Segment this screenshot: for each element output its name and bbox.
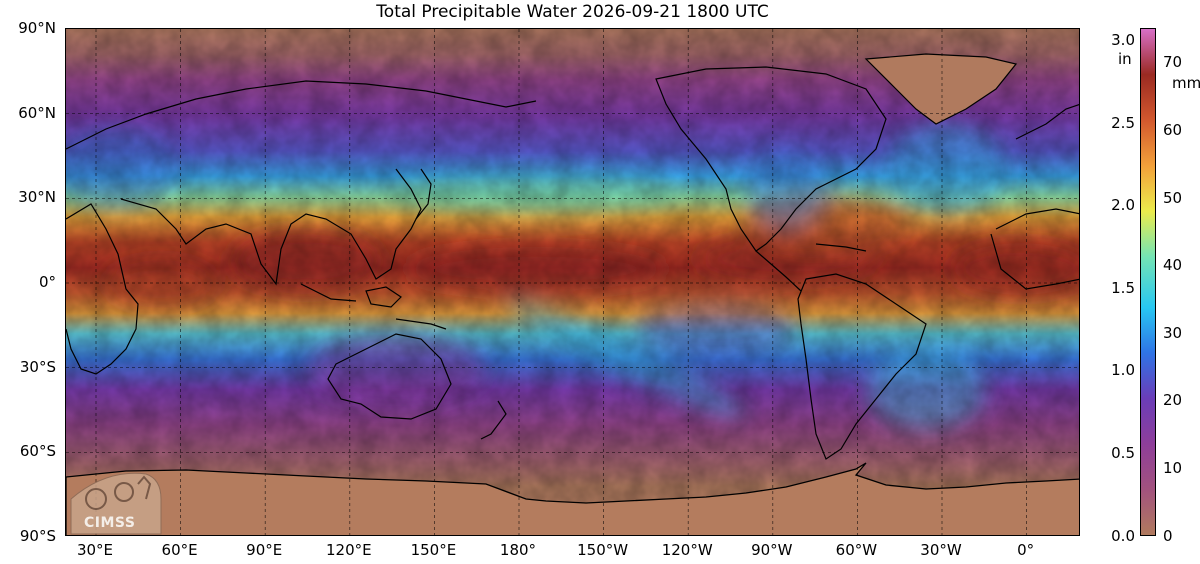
lat-label-30n: 30°N bbox=[18, 188, 56, 207]
lat-label-30s: 30°S bbox=[19, 357, 56, 376]
colorbar-unit-in: in bbox=[1118, 50, 1132, 68]
colorbar-tick-mm: 10 bbox=[1163, 459, 1183, 477]
colorbar-tick-in: 1.5 bbox=[1111, 279, 1135, 297]
colorbar-tick-mm: 0 bbox=[1163, 527, 1173, 545]
colorbar-tick-in: 3.0 bbox=[1111, 31, 1135, 49]
lat-label-90s: 90°S bbox=[19, 527, 56, 545]
map-title: Total Precipitable Water 2026-09-21 1800… bbox=[376, 2, 769, 22]
cimss-logo bbox=[70, 472, 162, 535]
lon-label-90w: 90°W bbox=[751, 541, 793, 559]
graticule bbox=[66, 29, 1079, 535]
precipitable-water-field bbox=[66, 29, 1079, 535]
lat-label-60n: 60°N bbox=[18, 103, 56, 122]
lon-label-60e: 60°E bbox=[161, 541, 198, 559]
colorbar-tick-in: 2.0 bbox=[1111, 196, 1135, 214]
lat-label-90n: 90°N bbox=[18, 19, 56, 37]
colorbar-tick-mm: 70 bbox=[1163, 53, 1183, 71]
lon-label-150w: 150°W bbox=[577, 541, 629, 559]
lon-label-30e: 30°E bbox=[76, 541, 114, 559]
lon-label-90e: 90°E bbox=[246, 541, 283, 559]
coastlines bbox=[66, 53, 1079, 460]
lat-label-60s: 60°S bbox=[19, 442, 56, 461]
colorbar-tick-in: 0.5 bbox=[1111, 444, 1135, 462]
antarctica-coastline bbox=[66, 462, 1079, 535]
colorbar-tick-mm: 50 bbox=[1163, 189, 1183, 207]
colorbar bbox=[1140, 28, 1156, 536]
colorbar-tick-in: 1.0 bbox=[1111, 361, 1135, 379]
lon-label-120e: 120°E bbox=[325, 541, 372, 559]
colorbar-tick-in: 0.0 bbox=[1111, 527, 1135, 545]
colorbar-tick-mm: 30 bbox=[1163, 324, 1183, 342]
colorbar-unit-mm: mm bbox=[1172, 74, 1200, 92]
colorbar-tick-mm: 40 bbox=[1163, 256, 1183, 274]
lon-label-150e: 150°E bbox=[410, 541, 457, 559]
colorbar-tick-mm: 60 bbox=[1163, 121, 1183, 139]
colorbar-tick-in: 2.5 bbox=[1111, 114, 1135, 132]
lon-label-30w: 30°W bbox=[920, 541, 962, 559]
colorbar-tick-mm: 20 bbox=[1163, 391, 1183, 409]
tpw-map: CIMSS bbox=[65, 28, 1080, 536]
lat-label-0: 0° bbox=[38, 273, 56, 291]
lon-label-180: 180° bbox=[499, 541, 537, 559]
cimss-logo-text: CIMSS bbox=[84, 515, 136, 531]
lon-label-0: 0° bbox=[1017, 541, 1035, 559]
lon-label-120w: 120°W bbox=[661, 541, 713, 559]
lon-label-60w: 60°W bbox=[835, 541, 878, 559]
